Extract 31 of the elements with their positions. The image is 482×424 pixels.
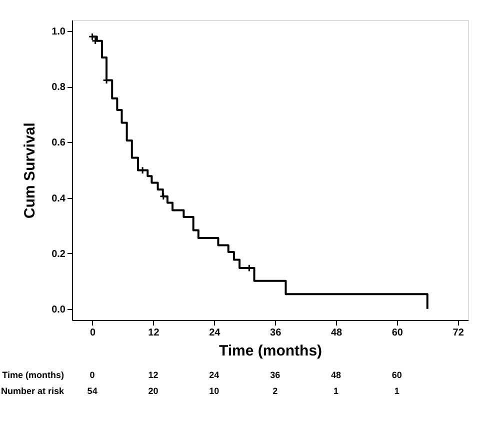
y-axis-title: Cum Survival [22,122,39,218]
text: 54 [87,386,98,396]
text: 0 [90,370,95,380]
x-tick-label: 72 [452,328,464,338]
x-tick-label: 60 [392,328,404,338]
text: Time (months) [2,370,64,380]
y-tick-label: 0.4 [52,193,66,204]
text: 60 [392,370,402,380]
text: 36 [270,370,280,380]
y-tick-label: 0.2 [52,248,66,260]
text: 48 [330,370,342,380]
text: 10 [209,386,220,396]
y-tick-label: 0.0 [52,304,66,316]
y-tick-label: 0.6 [52,138,66,149]
y-tick-label: 0.8 [52,82,66,94]
text: 1 [333,386,339,396]
text: 1 [394,386,400,396]
point [159,192,168,200]
x-tick-label: 48 [330,328,342,338]
point [91,36,100,45]
text: 24 [209,370,220,380]
x-tick-label: 36 [270,328,282,338]
text: Number at risk [0,386,65,396]
text: 2 [272,386,278,396]
text: 12 [148,370,158,380]
x-tick-label: 24 [209,328,221,338]
x-tick-label: 0 [90,328,96,338]
x-axis-title: Time (months) [218,342,322,360]
text: 20 [148,386,158,396]
x-tick-label: 12 [148,328,160,338]
y-tick-label: 1.0 [52,26,66,38]
